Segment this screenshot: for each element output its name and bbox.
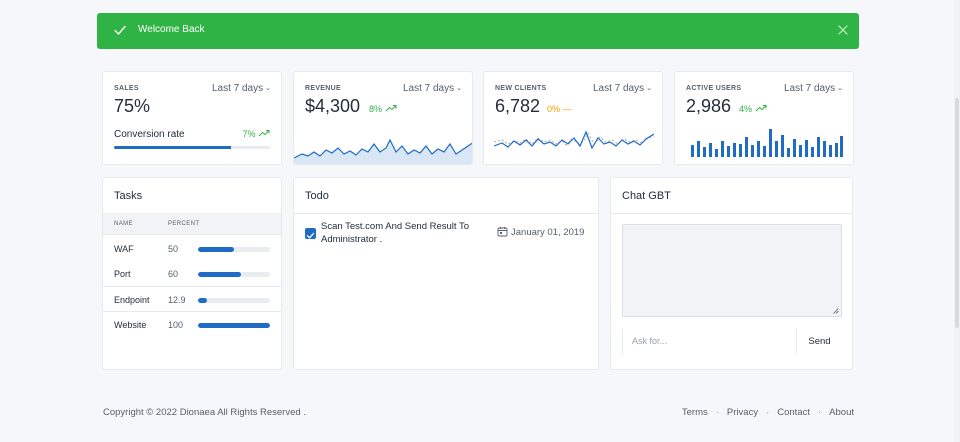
task-name: Port: [114, 269, 131, 279]
column-percent-header: PERCENT: [168, 221, 200, 227]
chat-title: Chat GBT: [622, 190, 671, 202]
trending-up-icon: [258, 130, 270, 137]
todo-title: Todo: [305, 190, 329, 202]
close-icon[interactable]: [837, 24, 849, 36]
task-progress: [198, 323, 270, 328]
conversion-rate-label: Conversion rate: [114, 129, 185, 140]
chevron-down-icon: ⌄: [646, 85, 652, 92]
column-name-header: NAME: [114, 221, 133, 227]
new-clients-sparkline: [494, 130, 654, 150]
active-users-label: ACTIVE USERS: [686, 85, 742, 92]
check-icon: [306, 232, 315, 239]
todo-item-text: Scan Test.com And Send Result To Adminis…: [321, 221, 470, 245]
sales-value: 75%: [114, 96, 151, 116]
separator: ·: [766, 407, 770, 418]
chevron-down-icon: ⌄: [456, 85, 462, 92]
conversion-delta: 7%: [242, 129, 270, 139]
revenue-period-dropdown[interactable]: Last 7 days ⌄: [402, 83, 462, 94]
new-clients-card: NEW CLIENTS Last 7 days ⌄ 6,782 0% —: [483, 71, 663, 165]
task-progress: [198, 298, 270, 303]
revenue-card: REVENUE Last 7 days ⌄ $4,300 8%: [293, 71, 473, 165]
task-name: Website: [114, 320, 147, 330]
tasks-card: Tasks NAME PERCENT WAF 50 Port 60 Endpoi…: [102, 177, 282, 370]
footer-links: Terms · Privacy · Contact · About: [682, 407, 854, 418]
table-row: WAF 50: [103, 236, 281, 261]
separator: ·: [715, 407, 719, 418]
table-row: Endpoint 12.9: [103, 286, 281, 311]
task-name: Endpoint: [114, 295, 150, 305]
alert-message: Welcome Back: [138, 24, 205, 35]
sales-label: SALES: [114, 85, 139, 92]
tasks-title: Tasks: [114, 190, 143, 202]
new-clients-period-dropdown[interactable]: Last 7 days ⌄: [592, 83, 652, 94]
sales-period-dropdown[interactable]: Last 7 days ⌄: [211, 83, 271, 94]
todo-card: Todo Scan Test.com And Send Result To Ad…: [293, 177, 599, 370]
separator: ·: [818, 407, 822, 418]
contact-link[interactable]: Contact: [777, 407, 810, 418]
divider: [294, 213, 598, 214]
todo-checkbox[interactable]: [305, 228, 316, 239]
new-clients-label: NEW CLIENTS: [495, 85, 547, 92]
task-percent: 12.9: [168, 295, 186, 305]
resize-handle-icon[interactable]: [833, 308, 839, 314]
copyright-text: Copyright © 2022 Dionaea All Rights Rese…: [103, 407, 306, 418]
check-icon: [114, 25, 126, 35]
about-link[interactable]: About: [829, 407, 854, 418]
trending-up-icon: [755, 105, 767, 112]
scrollbar-thumb[interactable]: [955, 98, 959, 328]
send-button[interactable]: Send: [796, 328, 842, 354]
active-users-card: ACTIVE USERS Last 7 days ⌄ 2,986 4%: [674, 71, 854, 165]
chevron-down-icon: ⌄: [837, 85, 843, 92]
chat-output-textarea[interactable]: [622, 224, 842, 317]
active-users-delta: 4%: [739, 104, 767, 114]
revenue-label: REVENUE: [305, 85, 341, 92]
privacy-link[interactable]: Privacy: [726, 407, 759, 418]
page-scrollbar[interactable]: [954, 0, 960, 442]
conversion-progress: [114, 146, 270, 149]
table-row: Port 60: [103, 261, 281, 286]
sales-card: SALES Last 7 days ⌄ 75% Conversion rate 7…: [102, 71, 282, 165]
task-percent: 50: [168, 244, 179, 254]
new-clients-delta: 0% —: [547, 104, 572, 114]
chat-card: Chat GBT Ask for... Send: [610, 177, 853, 370]
active-users-bar-sparkline: [691, 129, 843, 157]
table-row: Website 100: [103, 311, 281, 336]
task-percent: 100: [168, 320, 184, 330]
task-progress: [198, 272, 270, 277]
active-users-value: 2,986: [686, 96, 732, 116]
todo-item-date: January 01, 2019: [511, 227, 585, 238]
trending-up-icon: [385, 105, 397, 112]
active-users-period-dropdown[interactable]: Last 7 days ⌄: [783, 83, 843, 94]
divider: [611, 213, 852, 214]
revenue-value: $4,300: [305, 96, 361, 116]
revenue-sparkline: [294, 138, 472, 164]
tasks-table-header: NAME PERCENT: [103, 213, 281, 235]
terms-link[interactable]: Terms: [681, 407, 708, 418]
chat-input[interactable]: Ask for...: [622, 328, 796, 354]
chevron-down-icon: ⌄: [265, 85, 271, 92]
revenue-delta: 8%: [369, 104, 397, 114]
task-percent: 60: [168, 269, 179, 279]
welcome-alert: Welcome Back: [97, 13, 859, 49]
calendar-icon: [497, 227, 508, 237]
task-name: WAF: [114, 244, 134, 254]
new-clients-value: 6,782: [495, 96, 541, 116]
minus-icon: —: [562, 104, 572, 114]
task-progress: [198, 247, 270, 252]
